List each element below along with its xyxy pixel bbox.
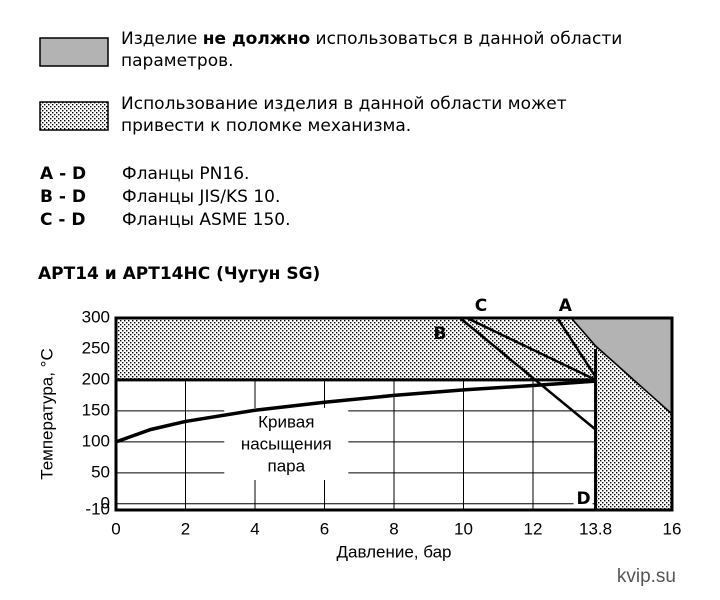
note-bold: не должно <box>203 29 310 49</box>
annotation: Кривая <box>258 412 314 431</box>
x-tick-label: 10 <box>454 519 473 538</box>
flange-label: Фланцы PN16. <box>122 164 249 184</box>
watermark: kvip.su <box>617 566 676 587</box>
line-label: A <box>559 296 573 316</box>
x-tick-label: 0 <box>111 519 120 538</box>
x-tick-label: 13.8 <box>579 519 612 538</box>
y-tick-label: 150 <box>82 400 110 419</box>
x-tick-label: 12 <box>524 519 543 538</box>
x-tick-label: 4 <box>250 519 259 538</box>
y-axis-label: Температура, °C <box>37 348 56 479</box>
gray-swatch <box>39 37 109 67</box>
end-label: D <box>576 489 590 509</box>
note-text: Использование изделия в данной области м… <box>121 94 567 114</box>
note-part: Изделие <box>121 29 203 49</box>
y-tick-label: 0 <box>101 493 110 512</box>
note-part: использоваться в данной области <box>310 29 622 49</box>
x-tick-label: 8 <box>389 519 398 538</box>
annotation: пара <box>267 456 305 475</box>
y-tick-label: 200 <box>82 369 110 388</box>
limit-line <box>459 317 597 431</box>
x-tick-label: 6 <box>320 519 329 538</box>
x-axis-label: Давление, бар <box>336 542 451 561</box>
y-tick-label: 50 <box>91 462 110 481</box>
y-tick-label: 300 <box>82 307 110 326</box>
note-text: привести к поломке механизма. <box>121 116 411 136</box>
note-text: Изделие не должно использоваться в данно… <box>121 29 622 49</box>
plot-frame <box>114 316 674 512</box>
y-tick-label: -10 <box>85 499 110 518</box>
limit-line <box>466 316 597 382</box>
note-text: параметров. <box>121 51 234 71</box>
line-label: C <box>475 296 487 316</box>
x-tick-label: 16 <box>663 519 682 538</box>
end-label-bg <box>573 488 593 508</box>
y-tick-label: 250 <box>82 338 110 357</box>
flange-code: B - D <box>40 187 86 207</box>
y-tick-label: 100 <box>82 431 110 450</box>
flange-label: Фланцы ASME 150. <box>122 210 291 230</box>
line-label: B <box>434 324 447 344</box>
limit-line <box>556 317 597 378</box>
line <box>115 379 596 444</box>
chart-title: APT14 и APT14HC (Чугун SG) <box>38 264 320 284</box>
x-tick-label: 2 <box>181 519 190 538</box>
flange-code: C - D <box>40 210 85 230</box>
flange-label: Фланцы JIS/KS 10. <box>122 187 280 207</box>
dots-swatch <box>39 101 109 131</box>
annotation: насыщения <box>241 434 332 453</box>
annotation-bg <box>224 408 349 480</box>
flange-code: A - D <box>40 164 86 184</box>
